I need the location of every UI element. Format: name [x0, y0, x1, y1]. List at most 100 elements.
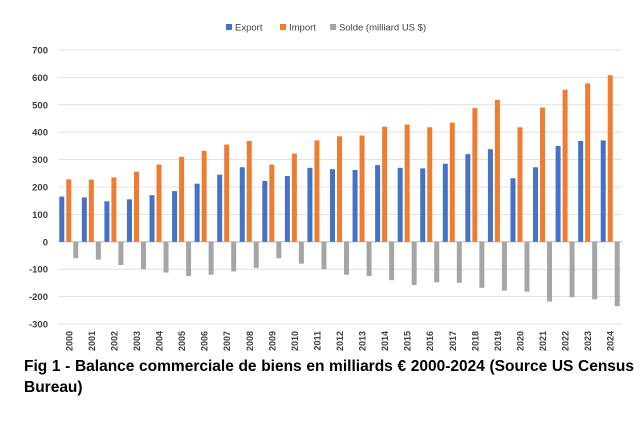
legend-swatch [280, 24, 286, 30]
bar-import [404, 124, 410, 242]
bar-solde [118, 241, 124, 266]
bar-solde [73, 241, 79, 259]
bar-import [359, 135, 365, 242]
bar-export [126, 199, 132, 242]
bar-solde [163, 241, 169, 273]
bar-solde [344, 241, 349, 275]
bar-export [217, 174, 223, 242]
x-tick-label: 2006 [200, 331, 210, 351]
bar-import [269, 164, 275, 242]
bar-export [59, 196, 65, 242]
bar-export [352, 170, 358, 242]
x-tick-label: 2008 [245, 331, 255, 351]
bar-solde [501, 241, 507, 291]
x-tick-label: 2009 [267, 331, 277, 351]
bar-solde [140, 241, 146, 270]
bar-export [149, 195, 155, 242]
bar-import [88, 179, 94, 242]
bar-export [194, 183, 200, 242]
bar-import [111, 177, 117, 242]
bar-import [314, 140, 320, 242]
y-tick-label: 200 [32, 183, 48, 194]
bar-solde [276, 241, 282, 259]
bar-export [533, 167, 539, 242]
bar-export [397, 167, 403, 242]
y-tick-label: 100 [32, 210, 48, 221]
y-tick-label: -200 [29, 292, 48, 303]
bar-import [179, 156, 185, 242]
bar-import [472, 108, 478, 242]
bar-solde [321, 241, 327, 270]
bar-export [555, 145, 561, 242]
x-tick-label: 2002 [109, 331, 119, 351]
bar-export [510, 178, 516, 242]
bar-export [375, 165, 381, 242]
x-tick-label: 2023 [583, 331, 593, 351]
bar-export [172, 191, 178, 242]
bar-solde [298, 241, 304, 264]
x-tick-label: 2016 [425, 331, 435, 351]
legend-label: Solde (milliard US $) [339, 23, 426, 34]
bar-export [307, 167, 313, 242]
bar-export [262, 180, 268, 242]
bar-solde [547, 241, 553, 302]
bar-import [337, 136, 342, 242]
x-tick-label: 2012 [335, 331, 345, 351]
bar-import [585, 83, 591, 242]
legend-swatch [226, 24, 232, 30]
y-tick-label: -100 [29, 265, 48, 276]
x-tick-label: 2021 [538, 331, 548, 351]
y-tick-label: 600 [32, 73, 48, 84]
x-tick-label: 2018 [470, 331, 480, 351]
bar-import [562, 89, 568, 242]
bar-export [104, 201, 110, 242]
legend-label: Import [289, 23, 316, 34]
bar-import [156, 164, 162, 242]
bar-import [517, 127, 523, 242]
bar-import [494, 99, 500, 242]
bar-import [201, 150, 207, 242]
bar-solde [614, 241, 620, 307]
bar-solde [434, 241, 440, 283]
bar-import [427, 127, 433, 242]
bar-solde [231, 241, 237, 272]
bar-export [284, 176, 290, 242]
bar-import [607, 75, 613, 242]
bar-export [465, 154, 471, 242]
x-tick-label: 2024 [606, 331, 616, 351]
bar-export [330, 169, 335, 242]
y-tick-label: 500 [32, 100, 48, 111]
x-tick-label: 2019 [493, 331, 503, 351]
x-tick-label: 2014 [380, 331, 390, 351]
bar-export [239, 167, 245, 242]
y-tick-label: 700 [32, 46, 48, 57]
x-tick-label: 2011 [312, 331, 322, 351]
bar-solde [569, 241, 575, 298]
bar-export [442, 163, 448, 242]
x-tick-label: 2001 [87, 331, 97, 351]
x-tick-label: 2015 [403, 331, 413, 351]
x-tick-label: 2020 [515, 331, 525, 351]
legend-label: Export [235, 23, 263, 34]
legend-swatch [330, 24, 336, 30]
y-tick-label: 300 [32, 155, 48, 166]
bar-solde [253, 241, 259, 268]
bar-import [66, 179, 72, 242]
x-tick-label: 2017 [448, 331, 458, 351]
bar-export [420, 168, 426, 242]
y-tick-label: 400 [32, 128, 48, 139]
bar-chart: 700 600 500 400 300 200 100 0 -100 -200 -300 2000 20… [29, 23, 622, 351]
x-tick-label: 2007 [222, 331, 232, 351]
figure-caption: Fig 1 - Balance commerciale de biens en … [24, 358, 634, 396]
bar-solde [456, 241, 462, 283]
bar-solde [592, 241, 598, 300]
x-tick-label: 2013 [358, 331, 368, 351]
bar-import [382, 126, 388, 242]
x-tick-label: 2003 [132, 331, 142, 351]
bar-solde [208, 241, 214, 275]
bar-solde [524, 241, 530, 292]
bar-import [224, 144, 230, 242]
x-tick-label: 2004 [155, 331, 165, 351]
bar-solde [389, 241, 395, 281]
x-tick-label: 2000 [64, 331, 74, 351]
